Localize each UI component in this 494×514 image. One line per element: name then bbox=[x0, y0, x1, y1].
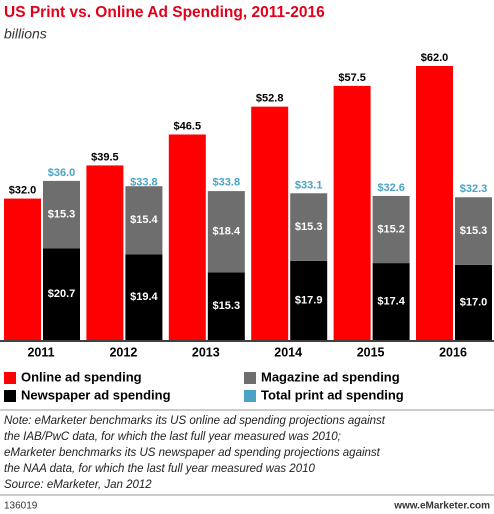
legend-label: Total print ad spending bbox=[261, 387, 404, 402]
bar bbox=[168, 134, 206, 340]
value-label: $62.0 bbox=[421, 52, 449, 64]
legend-swatch bbox=[244, 372, 256, 384]
bar bbox=[290, 260, 328, 340]
brand: www.eMarketer.com bbox=[393, 501, 490, 512]
note: Note: eMarketer benchmarks its US online… bbox=[4, 415, 386, 427]
chart-id: 136019 bbox=[4, 501, 38, 512]
total-label: $32.3 bbox=[460, 183, 488, 195]
source: Source: eMarketer, Jan 2012 bbox=[4, 479, 152, 491]
legend-label: Newspaper ad spending bbox=[21, 387, 171, 402]
bar bbox=[125, 186, 163, 255]
legend-swatch bbox=[4, 390, 16, 402]
bar bbox=[455, 264, 492, 340]
value-label: $17.9 bbox=[295, 294, 323, 306]
note: eMarketer benchmarks its US newspaper ad… bbox=[4, 447, 381, 459]
bar bbox=[333, 85, 371, 340]
x-tick-label: 2013 bbox=[192, 345, 220, 359]
value-label: $17.4 bbox=[377, 295, 405, 307]
note: the NAA data, for which the last full ye… bbox=[4, 463, 315, 475]
note: the IAB/PwC data, for which the last ful… bbox=[4, 431, 341, 443]
chart-title: US Print vs. Online Ad Spending, 2011-20… bbox=[4, 4, 325, 21]
bar bbox=[251, 106, 289, 340]
value-label: $17.0 bbox=[460, 296, 488, 308]
chart-subtitle: billions bbox=[4, 26, 47, 42]
value-label: $19.4 bbox=[130, 291, 158, 303]
x-tick-label: 2015 bbox=[357, 345, 385, 359]
total-label: $32.6 bbox=[377, 182, 405, 194]
value-label: $57.5 bbox=[338, 72, 366, 84]
bar bbox=[43, 180, 80, 249]
total-label: $33.8 bbox=[130, 177, 158, 189]
legend-label: Magazine ad spending bbox=[261, 369, 400, 384]
value-label: $39.5 bbox=[91, 151, 119, 163]
x-tick-label: 2011 bbox=[27, 345, 54, 359]
x-tick-label: 2014 bbox=[274, 345, 302, 359]
bar bbox=[290, 193, 328, 261]
value-label: $46.5 bbox=[174, 120, 202, 132]
value-label: $52.8 bbox=[256, 93, 284, 105]
value-label: $20.7 bbox=[48, 288, 76, 300]
total-label: $33.8 bbox=[213, 177, 241, 189]
total-label: $36.0 bbox=[48, 167, 76, 179]
value-label: $15.2 bbox=[377, 223, 405, 235]
bar bbox=[207, 191, 245, 273]
value-label: $15.3 bbox=[48, 209, 76, 221]
bar bbox=[4, 198, 41, 340]
x-tick-label: 2016 bbox=[439, 345, 467, 359]
bar bbox=[43, 248, 80, 340]
bar bbox=[416, 66, 453, 340]
total-label: $33.1 bbox=[295, 180, 323, 192]
bar bbox=[372, 195, 410, 264]
bar bbox=[86, 165, 124, 340]
x-tick-label: 2012 bbox=[109, 345, 137, 359]
value-label: $15.3 bbox=[460, 225, 488, 237]
value-label: $15.3 bbox=[295, 221, 323, 233]
bar bbox=[372, 263, 410, 340]
value-label: $32.0 bbox=[9, 184, 37, 196]
bar bbox=[207, 272, 245, 340]
value-label: $15.3 bbox=[213, 300, 241, 312]
bar bbox=[125, 254, 163, 340]
value-label: $15.4 bbox=[130, 214, 158, 226]
legend-label: Online ad spending bbox=[21, 369, 142, 384]
legend-swatch bbox=[4, 372, 16, 384]
value-label: $18.4 bbox=[213, 226, 241, 238]
bar bbox=[455, 197, 492, 265]
legend-swatch bbox=[244, 390, 256, 402]
